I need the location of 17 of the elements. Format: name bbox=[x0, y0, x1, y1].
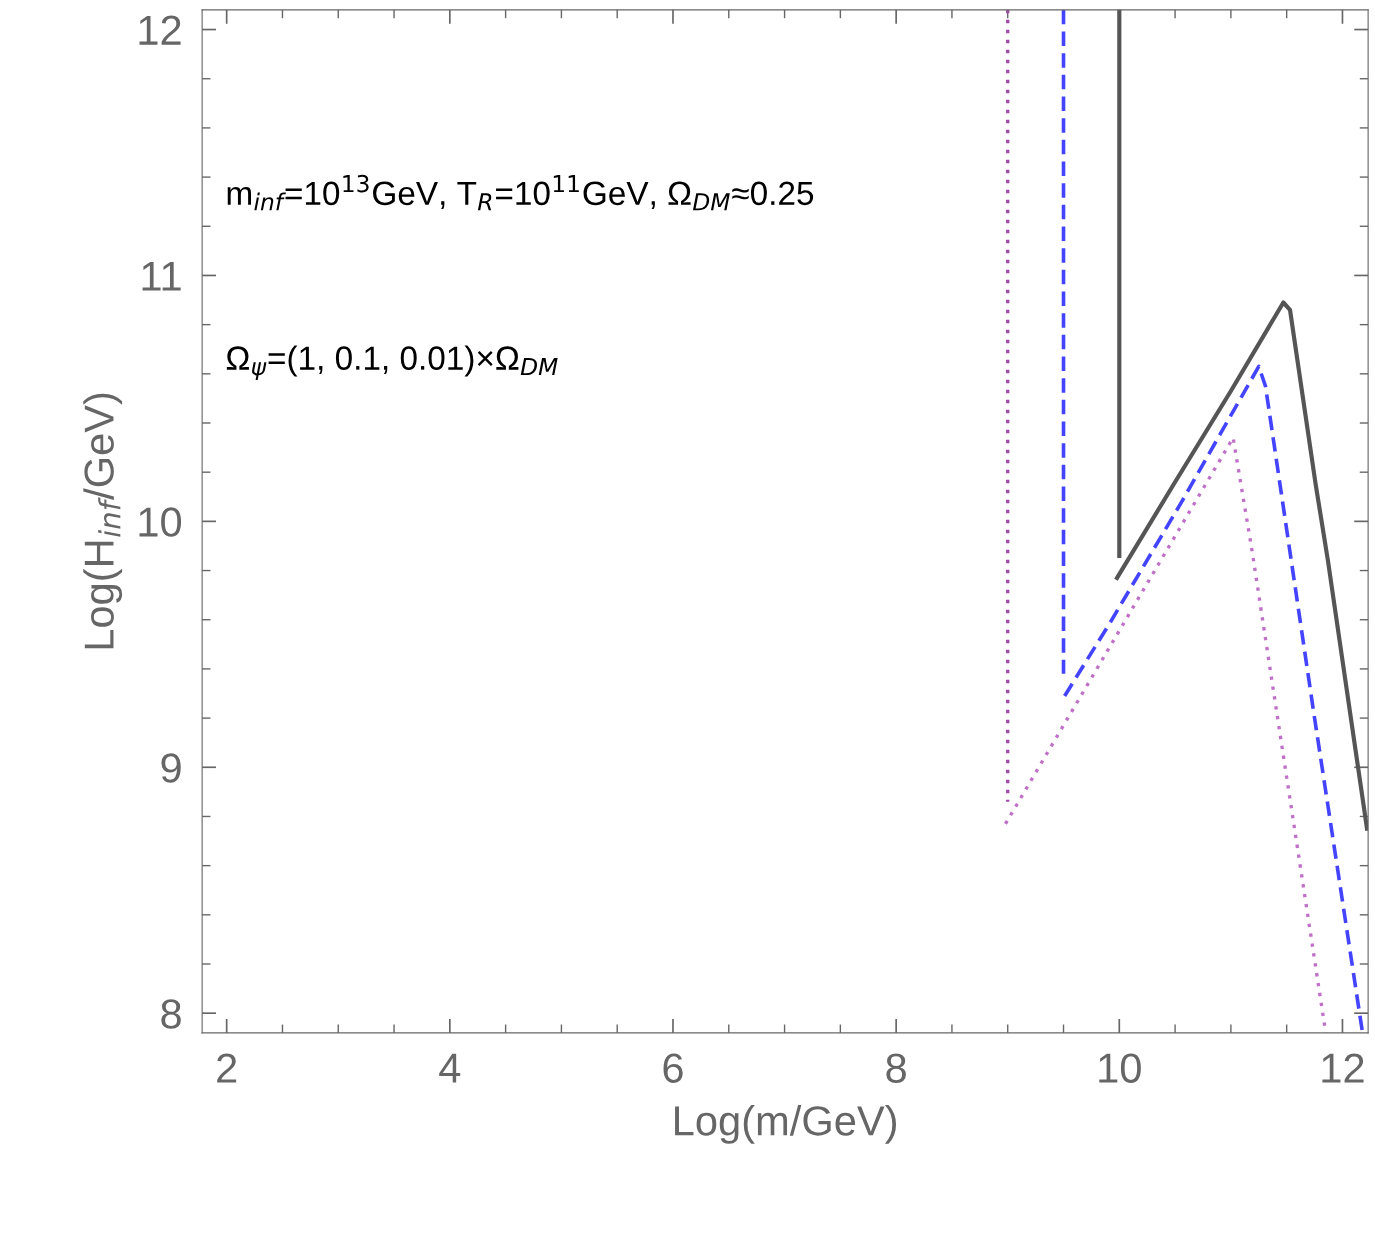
line-series bbox=[1062, 364, 1365, 1033]
line-series bbox=[1114, 300, 1369, 831]
y-axis-title: Log(H$_{inf}$/GeV) bbox=[83, 393, 123, 649]
y-tick-label: 10 bbox=[139, 507, 182, 537]
y-tick-label: 9 bbox=[161, 753, 181, 783]
x-tick-label: 10 bbox=[1099, 1053, 1141, 1083]
annotation: Ω$_{ψ}$=(1, 0.1, 0.01)×Ω$_{DM}$ bbox=[226, 345, 558, 380]
y-tick-label: 8 bbox=[161, 999, 181, 1029]
y-tick-label: 11 bbox=[142, 261, 181, 291]
x-tick-label: 8 bbox=[886, 1053, 906, 1083]
x-tick-label: 4 bbox=[439, 1053, 461, 1083]
x-tick-label: 2 bbox=[217, 1053, 237, 1083]
text: m$_{inf}$=10$^{13}$GeV, T$_{R}$=10$^{11}$GeV, Ω$_{DM}$≈0.25 bbox=[227, 174, 814, 211]
x-tick-label: 12 bbox=[1322, 1053, 1364, 1083]
x-axis-title: Log(m/GeV) bbox=[675, 1105, 897, 1144]
y-tick-label: 12 bbox=[139, 15, 181, 45]
x-tick-label: 6 bbox=[663, 1053, 683, 1083]
